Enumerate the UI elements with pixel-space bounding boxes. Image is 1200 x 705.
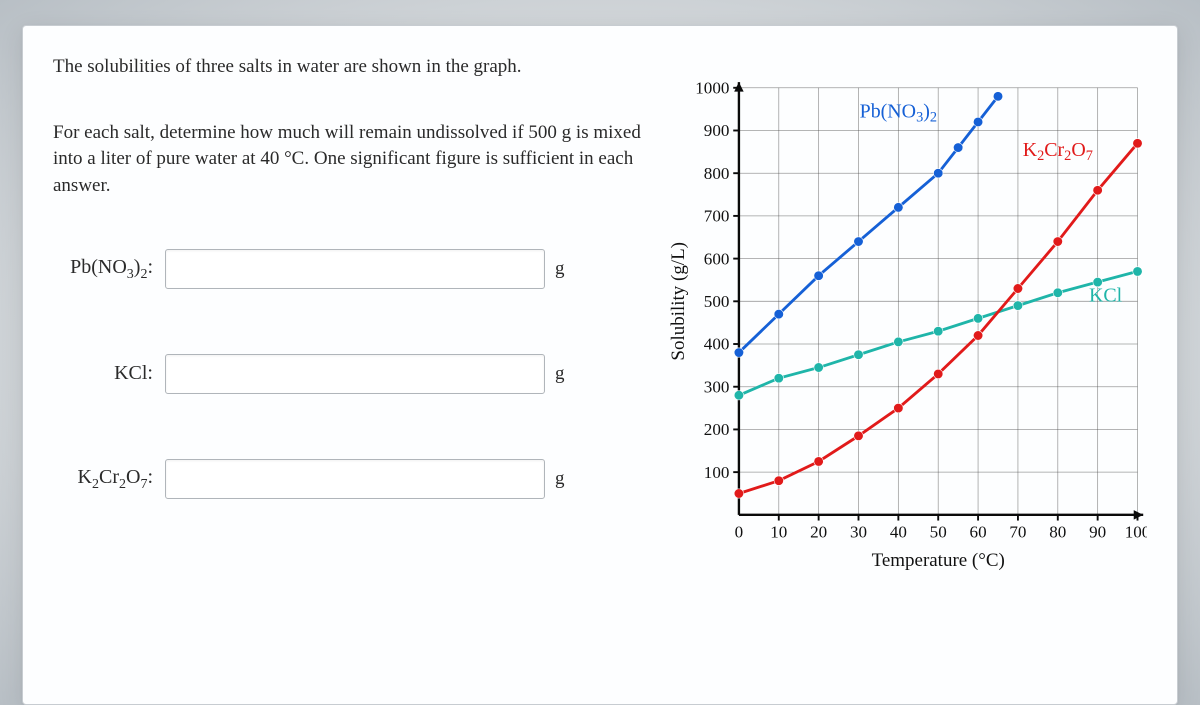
answer-row: KCl: g: [53, 354, 643, 394]
question-card: The solubilities of three salts in water…: [22, 25, 1178, 705]
svg-text:700: 700: [704, 207, 730, 226]
answer-input[interactable]: [165, 354, 545, 394]
svg-text:10: 10: [770, 523, 787, 542]
svg-text:K2Cr2O7: K2Cr2O7: [1023, 139, 1093, 164]
answer-input[interactable]: [165, 249, 545, 289]
chart-panel: 100 200 300 400 500 600 700 800 900 1000 0 10 20 30 40…: [663, 52, 1147, 674]
answer-label: Pb(NO3)2:: [53, 254, 165, 284]
svg-text:Temperature (°C): Temperature (°C): [872, 550, 1005, 571]
svg-text:60: 60: [970, 523, 987, 542]
solubility-chart: 100 200 300 400 500 600 700 800 900 1000 0 10 20 30 40…: [663, 52, 1147, 674]
answer-row: K2Cr2O7: g: [53, 459, 643, 499]
answer-unit: g: [555, 466, 565, 492]
question-text-column: The solubilities of three salts in water…: [53, 52, 643, 674]
svg-text:500: 500: [704, 292, 730, 311]
svg-text:100: 100: [704, 463, 730, 482]
svg-text:200: 200: [704, 420, 730, 439]
svg-text:800: 800: [704, 164, 730, 183]
svg-text:Solubility (g/L): Solubility (g/L): [668, 242, 689, 361]
answer-input[interactable]: [165, 459, 545, 499]
svg-text:KCl: KCl: [1089, 284, 1123, 306]
svg-text:90: 90: [1089, 523, 1106, 542]
answer-label: KCl:: [53, 360, 165, 388]
svg-text:20: 20: [810, 523, 827, 542]
answer-label: K2Cr2O7:: [53, 464, 165, 494]
svg-text:40: 40: [890, 523, 907, 542]
answer-row: Pb(NO3)2: g: [53, 249, 643, 289]
svg-text:Pb(NO3)2: Pb(NO3)2: [860, 101, 937, 126]
svg-text:400: 400: [704, 335, 730, 354]
svg-text:0: 0: [735, 523, 744, 542]
answer-unit: g: [555, 256, 565, 282]
svg-text:600: 600: [704, 249, 730, 268]
intro-text: The solubilities of three salts in water…: [53, 54, 643, 80]
svg-text:300: 300: [704, 377, 730, 396]
svg-text:1000: 1000: [695, 78, 729, 97]
svg-text:30: 30: [850, 523, 867, 542]
svg-text:900: 900: [704, 121, 730, 140]
svg-text:70: 70: [1009, 523, 1026, 542]
answer-unit: g: [555, 361, 565, 387]
svg-text:80: 80: [1049, 523, 1066, 542]
svg-text:100: 100: [1125, 523, 1147, 542]
instructions-text: For each salt, determine how much will r…: [53, 120, 643, 199]
svg-text:50: 50: [930, 523, 947, 542]
